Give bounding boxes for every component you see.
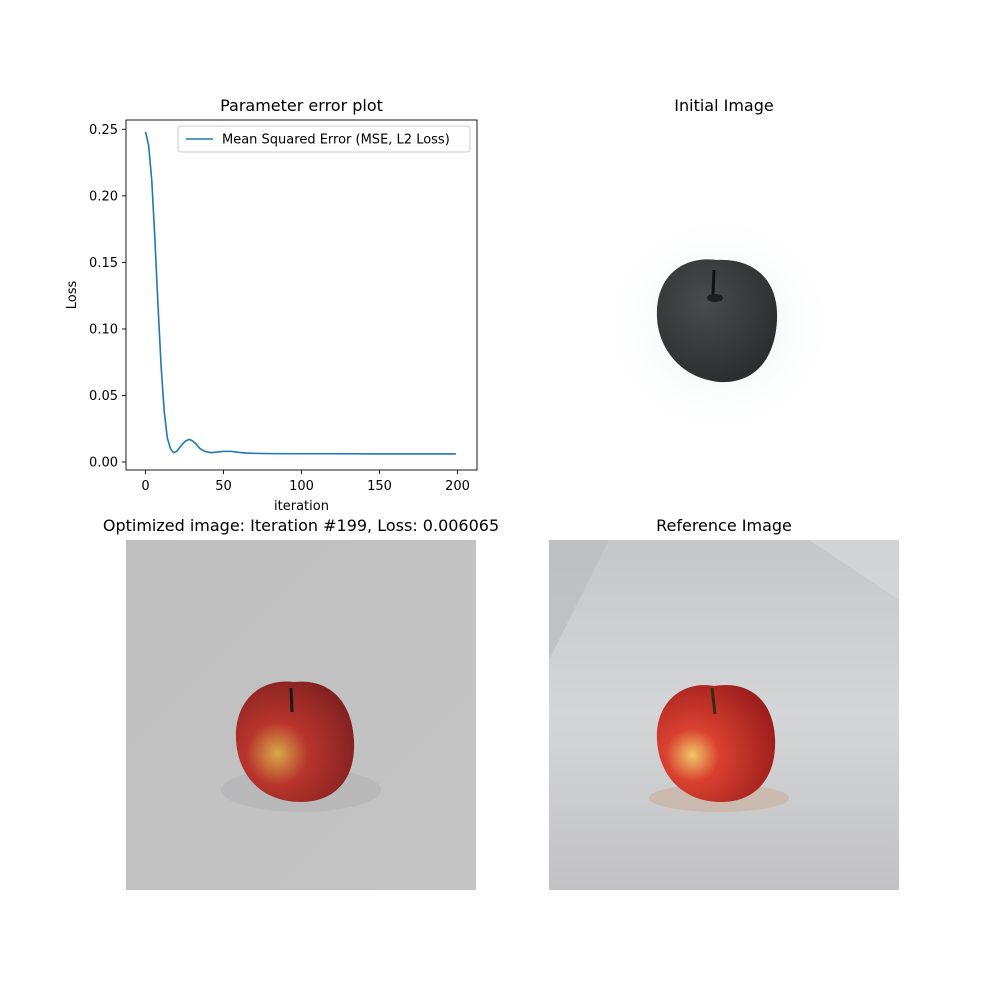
optimized-apple-shape <box>235 681 355 802</box>
plot-frame <box>125 119 478 471</box>
optimized-apple-stem <box>289 687 294 713</box>
x-tick-label: 200 <box>445 479 470 494</box>
legend-label: Mean Squared Error (MSE, L2 Loss) <box>222 133 450 148</box>
optimized-image <box>126 540 476 890</box>
x-tick-label: 150 <box>367 479 392 494</box>
dark-apple-shape <box>656 259 778 383</box>
initial-image-title: Initial Image <box>674 96 774 115</box>
y-tick-label: 0.05 <box>89 389 118 404</box>
y-tick-label: 0.00 <box>89 456 118 471</box>
x-tick-label: 50 <box>215 479 232 494</box>
plot-title: Parameter error plot <box>220 96 383 115</box>
reference-image <box>549 540 899 890</box>
reference-image-title: Reference Image <box>656 516 792 535</box>
reference-apple-stem <box>710 687 717 715</box>
series-line-0 <box>144 131 456 455</box>
y-tick-label: 0.25 <box>89 123 118 138</box>
reference-apple-shape <box>656 684 776 802</box>
loss-chart: 0 50 100 150 200 0.00 0.05 0.10 0.15 0.20 0.25 iter… <box>65 119 478 514</box>
legend-box <box>177 125 471 153</box>
y-tick-label: 0.15 <box>89 256 118 271</box>
x-axis-label: iteration <box>274 499 329 514</box>
x-tick-label: 100 <box>289 479 314 494</box>
legend: Mean Squared Error (MSE, L2 Loss) <box>177 125 471 153</box>
x-tick-label: 0 <box>141 479 149 494</box>
y-tick-label: 0.10 <box>89 322 118 337</box>
dark-apple-stem <box>711 269 716 296</box>
y-axis-label: Loss <box>65 281 80 310</box>
initial-image <box>549 120 899 470</box>
y-tick-label: 0.20 <box>89 189 118 204</box>
optimized-image-title: Optimized image: Iteration #199, Loss: 0… <box>102 516 500 535</box>
